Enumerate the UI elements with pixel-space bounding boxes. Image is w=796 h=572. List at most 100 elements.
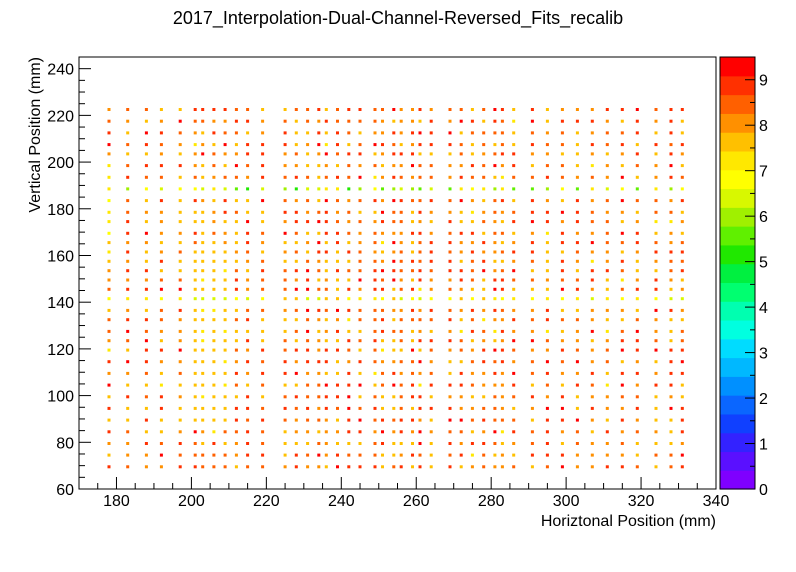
- heatmap-cell: [317, 131, 321, 135]
- heatmap-cell: [575, 297, 579, 301]
- heatmap-cell: [654, 297, 658, 301]
- heatmap-cell: [193, 210, 197, 214]
- heatmap-cell: [358, 152, 362, 156]
- heatmap-cell: [680, 297, 684, 301]
- heatmap-cell: [448, 175, 452, 179]
- heatmap-cell: [418, 318, 422, 322]
- heatmap-cell: [669, 339, 673, 343]
- heatmap-cell: [373, 297, 377, 301]
- heatmap-cell: [212, 164, 216, 168]
- heatmap-cell: [493, 308, 497, 312]
- heatmap-cell: [201, 383, 205, 387]
- heatmap-cell: [246, 278, 250, 282]
- heatmap-cell: [246, 465, 250, 469]
- heatmap-cell: [212, 348, 216, 352]
- heatmap-cell: [493, 318, 497, 322]
- heatmap-cell: [590, 453, 594, 457]
- heatmap-cell: [669, 287, 673, 291]
- heatmap-cell: [418, 164, 422, 168]
- heatmap-cell: [392, 269, 396, 273]
- heatmap-cell: [575, 308, 579, 312]
- heatmap-cell: [482, 143, 486, 147]
- heatmap-cell: [418, 297, 422, 301]
- heatmap-cell: [482, 199, 486, 203]
- heatmap-cell: [575, 348, 579, 352]
- chart-title: 2017_Interpolation-Dual-Channel-Reversed…: [173, 8, 623, 29]
- heatmap-cell: [575, 231, 579, 235]
- heatmap-cell: [654, 465, 658, 469]
- heatmap-cell: [178, 418, 182, 422]
- heatmap-cell: [493, 259, 497, 263]
- heatmap-cell: [470, 259, 474, 263]
- heatmap-cell: [459, 383, 463, 387]
- color-scale-swatch: [720, 282, 755, 302]
- heatmap-cell: [294, 199, 298, 203]
- heatmap-cell: [178, 395, 182, 399]
- heatmap-cell: [336, 108, 339, 111]
- heatmap-cell: [201, 278, 205, 282]
- heatmap-cell: [306, 259, 310, 263]
- heatmap-cell: [392, 442, 396, 445]
- heatmap-cell: [411, 108, 414, 111]
- heatmap-cell: [392, 187, 396, 191]
- heatmap-cell: [392, 278, 396, 282]
- heatmap-cell: [459, 131, 463, 135]
- heatmap-cell: [635, 383, 639, 387]
- heatmap-cell: [193, 119, 197, 123]
- heatmap-cell: [560, 418, 564, 422]
- heatmap-cell: [223, 360, 227, 364]
- heatmap-cell: [223, 241, 227, 245]
- heatmap-cell: [669, 175, 673, 179]
- heatmap-cell: [212, 308, 216, 312]
- heatmap-cell: [317, 348, 321, 352]
- heatmap-cell: [418, 360, 422, 364]
- heatmap-cell: [482, 383, 486, 387]
- heatmap-cell: [500, 187, 504, 191]
- heatmap-cell: [324, 278, 328, 282]
- color-scale-swatch: [720, 301, 755, 321]
- heatmap-cell: [530, 199, 534, 203]
- heatmap-cell: [418, 131, 422, 135]
- heatmap-cell: [399, 287, 403, 291]
- heatmap-cell: [530, 164, 534, 168]
- heatmap-cell: [560, 442, 564, 445]
- heatmap-cell: [590, 360, 594, 364]
- heatmap-cell: [283, 187, 287, 191]
- heatmap-cell: [381, 119, 384, 123]
- heatmap-cell: [306, 143, 310, 147]
- heatmap-cell: [324, 164, 328, 168]
- heatmap-cell: [448, 395, 452, 399]
- heatmap-cell: [470, 418, 474, 422]
- heatmap-cell: [107, 371, 111, 375]
- heatmap-cell: [680, 152, 684, 156]
- z-tick-label: 7: [759, 164, 768, 181]
- heatmap-cell: [201, 250, 205, 254]
- heatmap-cell: [373, 231, 377, 235]
- heatmap-cell: [448, 318, 452, 322]
- heatmap-cell: [261, 131, 265, 135]
- heatmap-cell: [107, 108, 111, 111]
- heatmap-cell: [605, 339, 609, 343]
- heatmap-cell: [590, 318, 594, 322]
- heatmap-cell: [500, 175, 504, 179]
- heatmap-cell: [381, 395, 384, 399]
- heatmap-cell: [635, 199, 639, 203]
- heatmap-cell: [317, 383, 321, 387]
- heatmap-cell: [411, 406, 414, 410]
- heatmap-cell: [223, 278, 227, 282]
- heatmap-cell: [448, 119, 452, 123]
- heatmap-cell: [306, 199, 310, 203]
- heatmap-cell: [201, 442, 205, 445]
- heatmap-cell: [530, 430, 534, 434]
- heatmap-cell: [575, 360, 579, 364]
- heatmap-cell: [212, 175, 216, 179]
- heatmap-cell: [399, 259, 403, 263]
- heatmap-cell: [159, 465, 163, 469]
- heatmap-cell: [261, 250, 265, 254]
- heatmap-cell: [512, 119, 516, 123]
- heatmap-cell: [429, 453, 433, 457]
- heatmap-cell: [459, 465, 463, 469]
- heatmap-cell: [261, 164, 265, 168]
- heatmap-cell: [654, 269, 658, 273]
- heatmap-cell: [470, 371, 474, 375]
